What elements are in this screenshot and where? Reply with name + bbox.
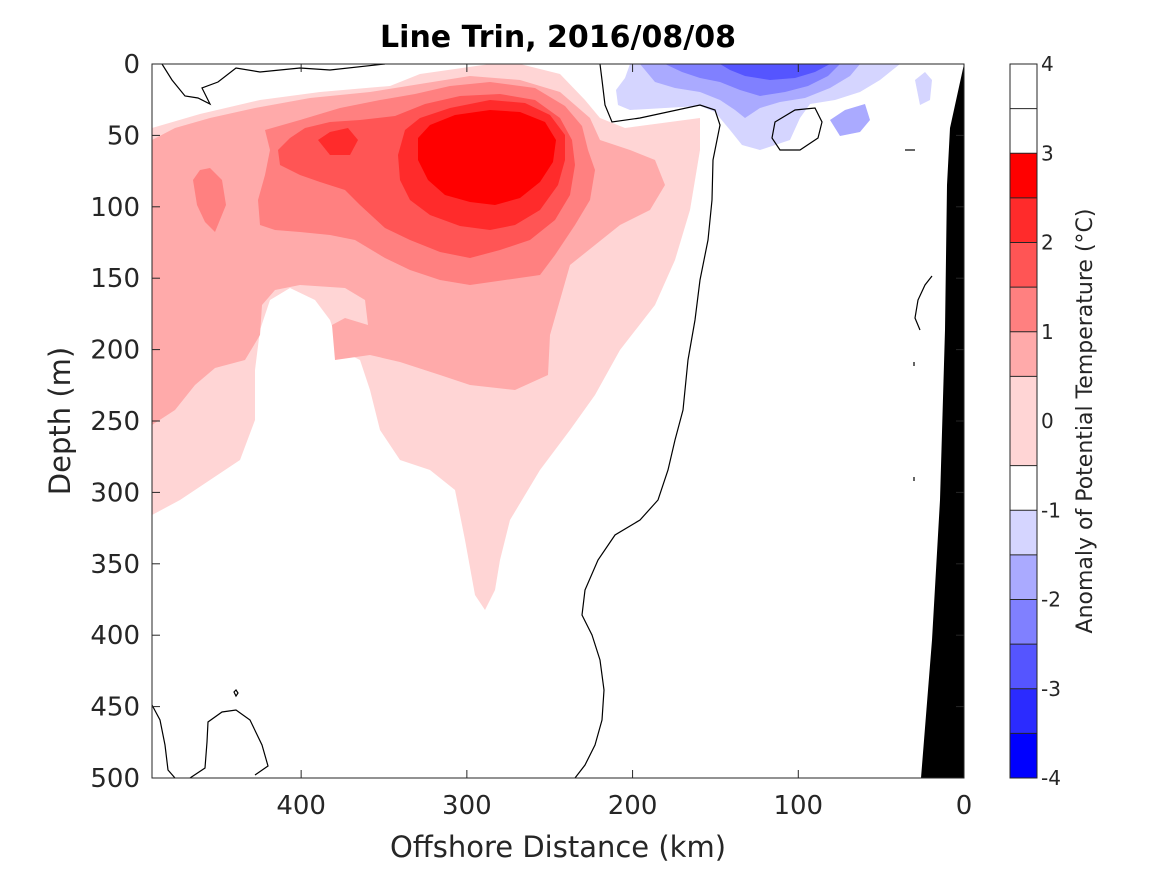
colorbar-bin [1010,688,1037,734]
colorbar-bin [1010,197,1037,243]
colorbar: -4 -3 -2 -1 0 1 2 3 4 [1009,52,1061,790]
y-tick-label: 450 [90,693,140,723]
colorbar-tick-label: 0 [1041,409,1054,433]
x-tick-label: 200 [608,791,658,821]
colorbar-bin [1010,554,1037,600]
filled-contours [152,64,964,778]
zero-contour-nw [161,64,386,106]
x-tick-label: 400 [276,791,326,821]
x-tick-label: 300 [442,791,492,821]
contour-fill-neg-2-small [830,104,870,136]
colorbar-tick-label: 3 [1041,141,1054,165]
colorbar-bin [1010,510,1037,555]
contour-fill-3.5 [432,120,552,192]
colorbar-bin [1010,242,1037,288]
x-tick-label: 0 [956,791,973,821]
colorbar-tick-label: -4 [1041,766,1061,790]
colorbar-bin [1010,331,1037,377]
bathymetry-shelf [921,64,964,778]
y-tick-label: 200 [90,336,140,366]
colorbar-bin [1010,465,1037,511]
y-tick-label: 250 [90,407,140,437]
colorbar-bin [1010,644,1037,689]
colorbar-frame [1009,63,1038,779]
y-tick-label: 500 [90,764,140,794]
colorbar-tick-label: -1 [1041,498,1061,522]
contour-fill-neg-2 [720,64,830,80]
y-tick-label: 400 [90,621,140,651]
y-tick-label: 0 [123,50,140,80]
colorbar-tick-label: -3 [1041,677,1061,701]
y-tick-label: 100 [90,193,140,223]
zero-contour-sw-1 [152,704,176,778]
zero-contour-main [574,64,721,778]
chart-title: Line Trin, 2016/08/08 [380,20,736,55]
colorbar-bin [1010,599,1037,645]
colorbar-bin [1010,287,1037,332]
y-tick-label: 300 [90,478,140,508]
colorbar-tick-label: -2 [1041,588,1061,612]
contour-fill-neg-small-east [915,72,932,105]
x-axis: 400 300 200 100 0 [276,64,972,821]
zero-contour-cool-loop [771,107,823,151]
colorbar-bin [1010,376,1037,466]
colorbar-tick-label: 4 [1041,52,1054,76]
colorbar-bin [1010,153,1037,198]
y-tick-label: 150 [90,264,140,294]
colorbar-tick-label: 1 [1041,320,1054,344]
y-tick-label: 350 [90,550,140,580]
zero-contour-nearshore [914,275,933,331]
colorbar-tick-label: 2 [1041,231,1054,255]
contour-fill-2.5 [318,128,358,155]
contour-fill-1.5-west [193,168,226,232]
y-tick-label: 50 [107,121,140,151]
x-axis-label: Offshore Distance (km) [390,830,726,864]
colorbar-label: Anomaly of Potential Temperature (°C) [1073,209,1098,634]
x-tick-label: 100 [773,791,823,821]
y-axis: 0 50 100 150 200 250 300 350 400 450 500 [90,50,964,794]
y-axis-label: Depth (m) [43,347,77,495]
colorbar-bin [1010,733,1037,778]
zero-contour-sw-2 [189,709,269,778]
zero-contour-small-ring [233,689,239,698]
